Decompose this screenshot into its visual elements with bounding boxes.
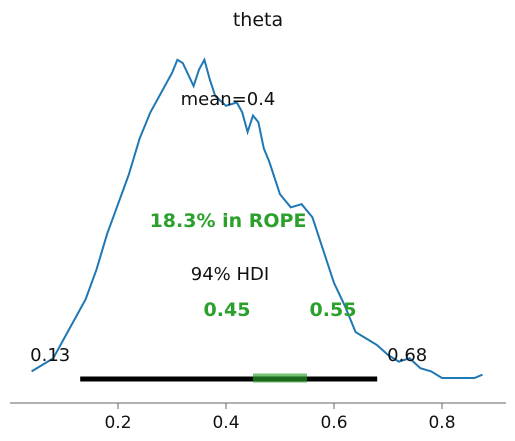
x-tick-label: 0.2 — [104, 413, 131, 433]
x-tick-label: 0.8 — [428, 413, 455, 433]
x-tick-label: 0.4 — [212, 413, 239, 433]
rope-percent-label: 18.3% in ROPE — [150, 210, 307, 232]
mean-label: mean=0.4 — [181, 89, 276, 110]
rope-high-label: 0.55 — [310, 299, 357, 321]
hdi-low-label: 0.13 — [30, 345, 70, 366]
hdi-high-label: 0.68 — [387, 345, 427, 366]
x-tick-label: 0.6 — [320, 413, 347, 433]
rope-low-label: 0.45 — [204, 299, 251, 321]
hdi-label: 94% HDI — [191, 264, 269, 285]
chart-title: theta — [233, 9, 283, 31]
x-axis-ticks: 0.2 0.4 0.6 0.8 — [104, 403, 456, 433]
density-curve — [31, 57, 483, 379]
